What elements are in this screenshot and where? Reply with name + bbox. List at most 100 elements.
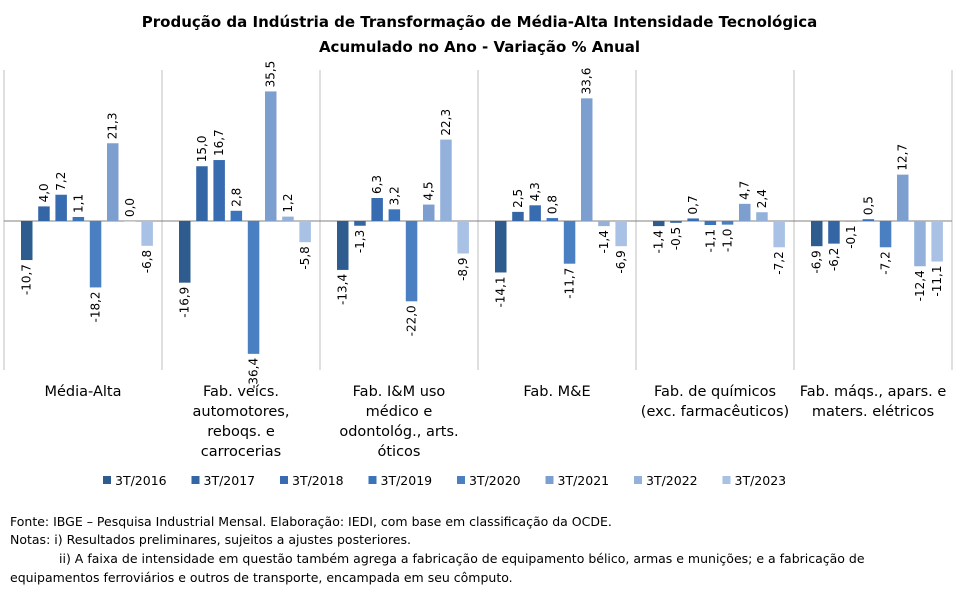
bar — [107, 143, 119, 221]
data-label: 0,7 — [686, 195, 700, 214]
data-label: 22,3 — [439, 109, 453, 136]
data-label: -1,4 — [597, 230, 611, 253]
bar — [21, 221, 33, 261]
bar — [512, 211, 524, 221]
note-i: Notas: i) Resultados preliminares, sujei… — [10, 532, 411, 547]
bar — [213, 160, 225, 221]
data-label: 12,7 — [896, 144, 910, 171]
category-label: Fab. I&M uso — [353, 384, 446, 400]
bar — [337, 221, 349, 270]
bar — [845, 221, 857, 222]
data-label: 0,5 — [861, 196, 875, 215]
bar — [914, 221, 926, 267]
data-label: 15,0 — [195, 136, 209, 163]
data-label: 6,3 — [370, 175, 384, 194]
data-label: -11,7 — [563, 268, 577, 299]
data-label: 16,7 — [212, 129, 226, 156]
bar — [72, 216, 85, 221]
bar — [124, 221, 136, 222]
legend-swatch — [280, 476, 288, 484]
bar — [687, 218, 699, 221]
data-label: -13,4 — [336, 274, 350, 305]
data-label: -0,5 — [669, 227, 683, 250]
data-label: 0,8 — [545, 195, 559, 214]
category-label: (exc. farmacêuticos) — [641, 404, 789, 420]
bar — [388, 209, 401, 221]
data-label: 4,5 — [422, 181, 436, 200]
bar — [371, 198, 383, 221]
bar — [546, 218, 559, 221]
category-label: reboqs. e — [207, 424, 275, 440]
data-label: -0,1 — [844, 225, 858, 248]
bar — [653, 221, 665, 227]
bar — [230, 210, 243, 221]
bar — [879, 221, 892, 248]
bar — [141, 221, 153, 246]
category-label: médico e — [366, 404, 433, 420]
bar-chart: -10,7 4,07,21,1 -18,2 21,3 0,0 -6,8 Média-Alta… — [3, 61, 953, 488]
data-label: 0,0 — [123, 198, 137, 217]
bar — [721, 221, 734, 225]
data-label: 2,5 — [511, 189, 525, 208]
bar — [670, 221, 682, 223]
bar — [563, 221, 576, 264]
chart-subtitle: Acumulado no Ano - Variação % Anual — [318, 38, 641, 56]
legend-swatch — [191, 476, 200, 484]
data-label: -6,9 — [810, 250, 824, 273]
data-label: 4,3 — [528, 182, 542, 201]
legend-swatch — [368, 476, 377, 484]
category-label: carrocerias — [201, 444, 281, 460]
bar — [55, 194, 67, 221]
data-label: -6,8 — [140, 250, 154, 273]
bar — [862, 219, 875, 221]
bar — [704, 221, 717, 226]
category-label: Fab. máqs., apars. e — [800, 384, 947, 400]
bar — [495, 221, 507, 273]
data-label: -10,7 — [20, 264, 34, 295]
category-label: óticos — [378, 444, 421, 460]
bar — [773, 221, 785, 248]
bar — [931, 221, 943, 262]
data-label: -7,2 — [879, 251, 893, 274]
bar — [811, 221, 823, 247]
bar — [299, 221, 311, 243]
legend-label: 3T/2020 — [469, 473, 521, 488]
category-label: odontológ., arts. — [339, 424, 458, 440]
bar — [529, 205, 541, 221]
bar — [423, 204, 435, 221]
bar — [405, 221, 418, 302]
data-label: 2,4 — [755, 189, 769, 208]
bar — [440, 139, 452, 221]
data-label: -11,1 — [930, 266, 944, 297]
bar — [247, 221, 260, 354]
legend-swatch — [457, 476, 465, 484]
data-label: -1,0 — [721, 229, 735, 252]
data-label: 4,0 — [37, 183, 51, 202]
category-label: Fab. veícs. — [203, 384, 279, 400]
bar — [615, 221, 627, 247]
legend-label: 3T/2019 — [381, 473, 433, 488]
data-label: -8,9 — [456, 257, 470, 280]
category-label: Fab. M&E — [523, 384, 590, 400]
note-ii: ii) A faixa de intensidade em questão ta… — [59, 551, 865, 566]
category-label: automotores, — [193, 404, 290, 420]
legend-swatch — [634, 476, 642, 484]
bar — [756, 212, 768, 221]
data-label: -16,9 — [178, 287, 192, 318]
note-ii-continued: equipamentos ferroviários e outros de tr… — [10, 570, 513, 585]
legend-swatch — [545, 476, 554, 484]
legend-swatch — [103, 476, 111, 484]
bar — [897, 174, 909, 221]
legend-label: 3T/2023 — [735, 473, 787, 488]
bar — [457, 221, 469, 254]
bar — [581, 98, 593, 221]
legend-label: 3T/2018 — [292, 473, 344, 488]
category-label: maters. elétricos — [812, 404, 934, 420]
data-label: 33,6 — [580, 68, 594, 95]
data-label: 4,7 — [738, 181, 752, 200]
data-label: -12,4 — [913, 270, 927, 301]
legend-label: 3T/2016 — [115, 473, 167, 488]
bar — [282, 216, 294, 221]
data-label: 35,5 — [264, 61, 278, 88]
bar — [89, 221, 102, 288]
